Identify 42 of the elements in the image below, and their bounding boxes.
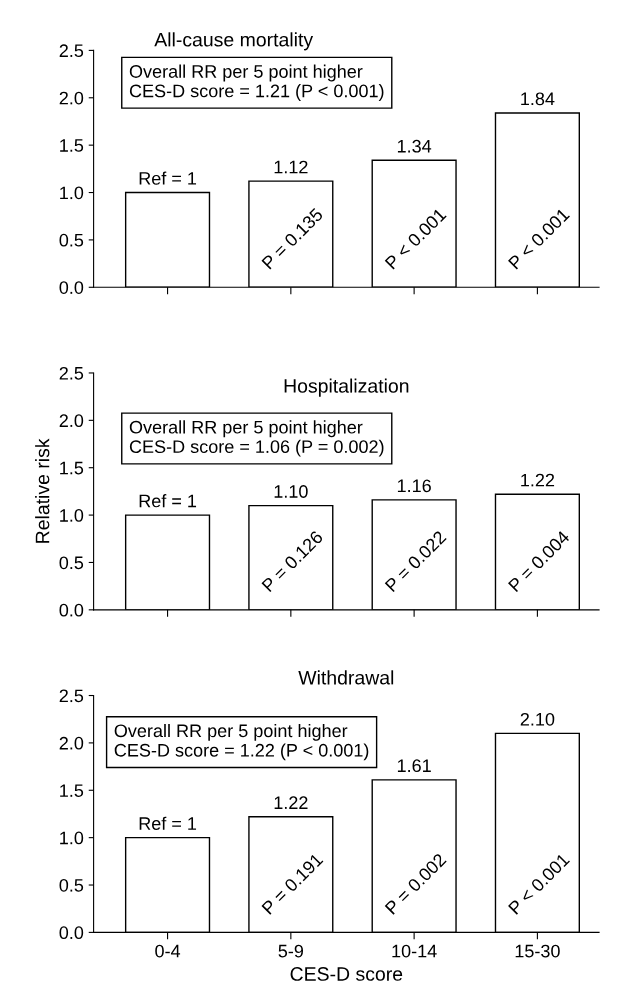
annotation: Overall RR per 5 point higher CES-D score = 1.06 (P = 0.002)	[129, 420, 384, 457]
text: 1.0	[60, 831, 84, 845]
x-tick-label: 0-4	[155, 944, 181, 958]
data-label: 1.34	[397, 139, 432, 153]
text: 0.5	[59, 556, 84, 570]
text: 0.5	[59, 233, 84, 247]
annotation: Overall RR per 5 point higher CES-D score = 1.22 (P < 0.001)	[114, 723, 369, 761]
text: 1.5	[60, 784, 84, 797]
data-label: 1.12	[274, 160, 308, 174]
data-label: Ref = 1	[139, 816, 197, 830]
text: 2.5	[59, 44, 84, 58]
text: 2.5	[59, 366, 84, 380]
y-axis-title: Relative risk	[35, 438, 50, 543]
data-label: Ref = 1	[139, 171, 197, 185]
data-label: 2.10	[520, 712, 555, 726]
text: 0.5	[59, 878, 84, 892]
text: 2.0	[59, 414, 84, 428]
data-label: 1.10	[274, 485, 308, 498]
text: 1.0	[60, 509, 84, 522]
chart-title: Hospitalization	[284, 378, 409, 397]
data-label: Ref = 1	[139, 494, 197, 508]
x-tick-label: 15-30	[515, 944, 560, 958]
text: 2.0	[59, 736, 84, 750]
data-label: 1.61	[397, 759, 431, 773]
x-axis-title: CES-D score	[290, 967, 403, 981]
text: 1.5	[60, 139, 84, 152]
text: 1.5	[60, 461, 84, 475]
x-tick-label: 10-14	[392, 944, 437, 958]
text: 0.0	[59, 603, 84, 617]
data-label: 1.84	[521, 92, 555, 106]
text: 2.0	[59, 91, 84, 105]
chart-title: Withdrawal	[298, 670, 394, 685]
text: 2.5	[59, 689, 84, 703]
text: 0.0	[59, 281, 84, 294]
text: 0.0	[59, 926, 84, 940]
data-label: 1.22	[521, 473, 555, 487]
text: 1.0	[60, 186, 84, 200]
data-label: 1.22	[274, 796, 308, 809]
data-label: 1.16	[397, 479, 431, 493]
x-tick-label: 5-9	[278, 944, 304, 958]
annotation: Overall RR per 5 point higher CES-D score = 1.21 (P < 0.001)	[129, 64, 384, 101]
chart-title: All-cause mortality	[154, 32, 314, 51]
